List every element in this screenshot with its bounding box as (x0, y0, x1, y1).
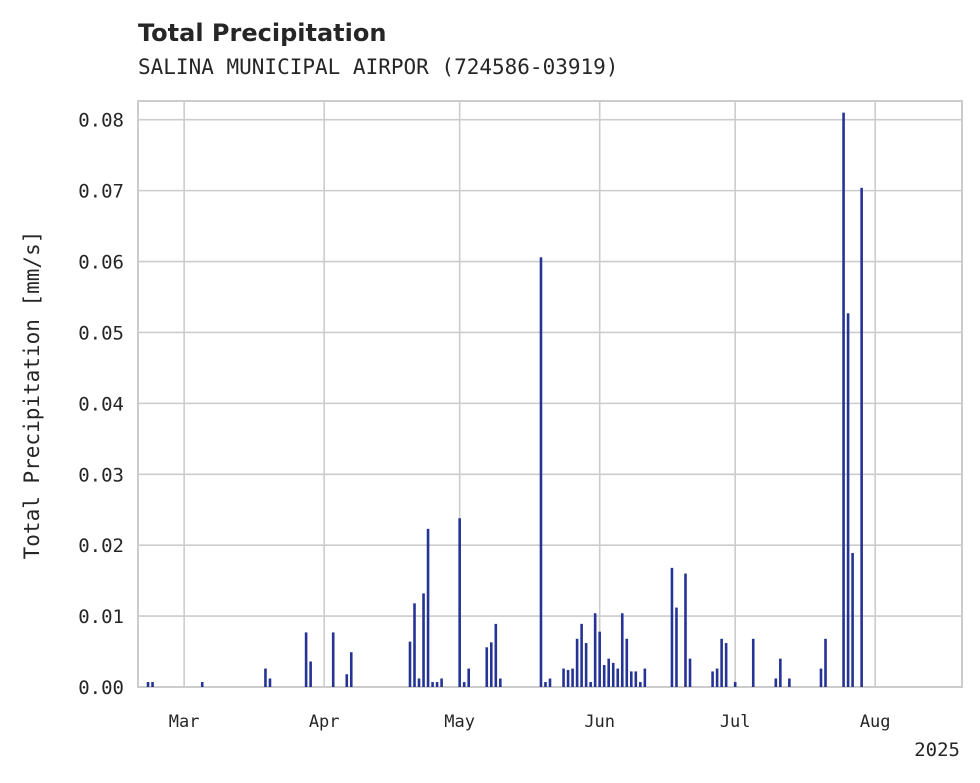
precipitation-bar (593, 613, 597, 687)
precipitation-bar (566, 669, 570, 687)
precipitation-bar (345, 674, 349, 687)
precipitation-bar (413, 603, 416, 687)
x-tick-label: Mar (169, 712, 200, 732)
precipitation-bar (575, 638, 579, 687)
x-tick-label: Aug (860, 712, 891, 732)
precipitation-bar (264, 668, 267, 687)
y-axis-label: Total Precipitation [mm/s] (20, 231, 44, 560)
y-tick-label: 0.04 (78, 393, 124, 415)
x-axis-year-label: 2025 (914, 739, 960, 761)
precipitation-bars (146, 112, 863, 688)
precipitation-bar (842, 112, 845, 687)
grid-lines (139, 102, 961, 687)
precipitation-bar (715, 668, 719, 687)
precipitation-bar (494, 623, 498, 687)
precipitation-bar (589, 682, 592, 687)
precipitation-bar (422, 593, 425, 687)
precipitation-bar (675, 607, 678, 687)
precipitation-bar (548, 678, 552, 687)
precipitation-bar (774, 678, 778, 687)
precipitation-bar (200, 682, 204, 687)
y-tick-label: 0.06 (78, 252, 124, 274)
precipitation-bar (562, 668, 565, 687)
chart-subtitle: SALINA MUNICIPAL AIRPOR (724586-03919) (138, 55, 618, 79)
precipitation-bar (620, 613, 624, 687)
precipitation-bar (643, 668, 647, 687)
precipitation-bar (846, 313, 850, 687)
precipitation-bar (819, 668, 823, 687)
precipitation-bar (349, 652, 353, 687)
precipitation-bar (598, 631, 601, 687)
x-tick-label: Jun (584, 712, 615, 732)
precipitation-bar (539, 257, 543, 687)
precipitation-bar (634, 671, 638, 687)
precipitation-bar (616, 668, 620, 687)
precipitation-bar (580, 623, 583, 687)
y-tick-label: 0.08 (78, 110, 124, 132)
precipitation-bar (584, 643, 588, 687)
precipitation-bar (684, 573, 687, 687)
y-tick-label: 0.02 (78, 535, 124, 557)
precipitation-bar (607, 658, 611, 687)
precipitation-bar (602, 665, 606, 687)
precipitation-bar (146, 682, 150, 687)
precipitation-bar (458, 518, 461, 687)
precipitation-bar (639, 682, 642, 687)
precipitation-bar (851, 552, 854, 687)
precipitation-bar (571, 668, 574, 687)
precipitation-bar (417, 678, 421, 687)
precipitation-bar (611, 662, 615, 687)
x-tick-label: Jul (720, 712, 751, 732)
precipitation-bar (426, 528, 430, 687)
y-tick-label: 0.07 (78, 181, 124, 203)
precipitation-bar (462, 682, 466, 687)
precipitation-bar (751, 638, 755, 687)
y-tick-label: 0.00 (78, 677, 124, 699)
precipitation-bar (151, 682, 154, 687)
precipitation-bar (467, 668, 470, 687)
precipitation-bar (489, 642, 493, 687)
x-tick-label: Apr (309, 712, 340, 732)
precipitation-bar (485, 647, 489, 687)
precipitation-bar (499, 678, 502, 687)
precipitation-bar (720, 638, 723, 687)
x-tick-label: May (444, 712, 475, 732)
precipitation-bar (309, 661, 312, 687)
x-axis-ticks: Mar Apr May Jun Jul Aug (169, 712, 891, 732)
y-tick-label: 0.03 (78, 464, 124, 486)
precipitation-bar (824, 638, 827, 687)
precipitation-bar (435, 682, 439, 687)
y-tick-label: 0.05 (78, 322, 124, 344)
precipitation-bar (711, 671, 714, 687)
chart-title: Total Precipitation (138, 19, 386, 47)
precipitation-bar (440, 678, 443, 687)
precipitation-bar (304, 632, 308, 687)
precipitation-bar (860, 187, 863, 688)
precipitation-bar (630, 671, 633, 687)
precipitation-bar (544, 682, 547, 687)
precipitation-bar (688, 658, 692, 687)
precipitation-bar (733, 682, 737, 687)
precipitation-bar (331, 632, 335, 687)
precipitation-bar (408, 641, 412, 687)
precipitation-bar (779, 658, 782, 687)
precipitation-bar (431, 682, 434, 687)
precipitation-bar (670, 567, 674, 687)
precipitation-bar (788, 678, 791, 687)
y-tick-label: 0.01 (78, 606, 124, 628)
plot-area (137, 100, 963, 688)
precipitation-bar (724, 643, 728, 687)
y-axis-ticks: 0.00 0.01 0.02 0.03 0.04 0.05 0.06 0.07 0.08 (78, 110, 124, 699)
precipitation-bar (268, 678, 272, 687)
precipitation-bar (625, 638, 629, 687)
